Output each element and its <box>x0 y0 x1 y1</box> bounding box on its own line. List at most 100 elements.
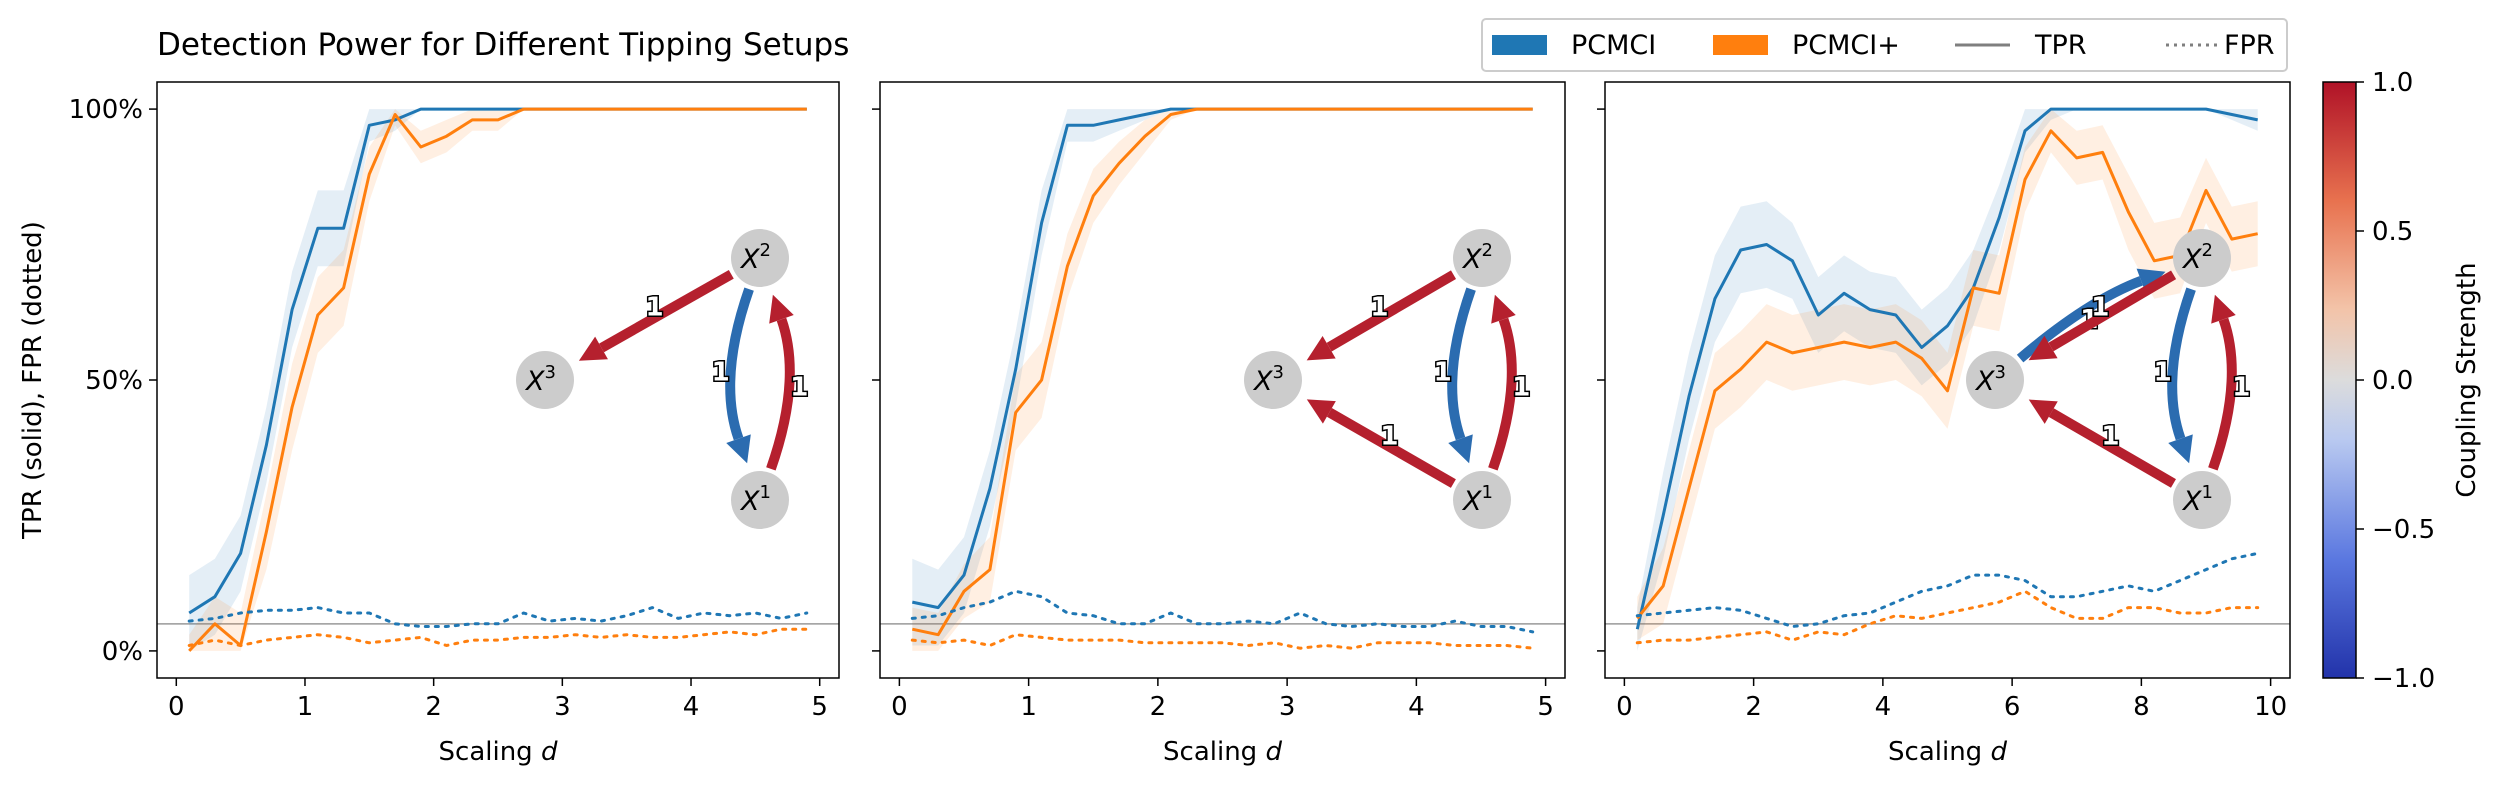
x-tick-label: 5 <box>811 692 828 722</box>
colorbar-tick-label: −0.5 <box>2372 515 2435 545</box>
y-tick-label: 100% <box>69 95 143 125</box>
edge-X2-X1 <box>1447 287 1476 441</box>
legend-swatch-pcmciplus <box>1713 35 1768 55</box>
x-tick-label: 3 <box>1279 692 1296 722</box>
edge-X2-X3 <box>2048 270 2177 352</box>
panel-2: 0 1 2 3 4 5 Scaling d 1 1 1 1 X3 X2 X1 <box>872 81 1566 767</box>
axes-frame <box>1604 81 2291 679</box>
series-line-pcmciplus-fpr <box>187 627 809 647</box>
confidence-band-pcmci <box>189 109 807 651</box>
legend-label-pcmci: PCMCI <box>1571 30 1656 61</box>
edge-label: 1 <box>2232 373 2250 403</box>
x-axis-label: Scaling d <box>1888 737 2007 767</box>
x-axis-label: Scaling d <box>1163 737 1282 767</box>
edge-X2-X1 <box>725 287 754 441</box>
edge-arrowhead <box>2168 434 2193 464</box>
y-tick-label: 50% <box>85 366 143 396</box>
series-line-pcmciplus-tpr <box>911 107 1533 637</box>
colorbar-tick-label: 0.0 <box>2372 366 2413 396</box>
x-tick-label: 4 <box>1875 692 1892 722</box>
edge-arrowhead <box>1491 294 1516 324</box>
node-X2 <box>1453 229 1511 287</box>
node-label: X3 <box>1252 362 1284 397</box>
x-tick-label: 1 <box>1020 692 1037 722</box>
node-label: X1 <box>739 482 771 517</box>
node-X2 <box>2173 229 2231 287</box>
colorbar-tick-label: −1.0 <box>2372 664 2435 694</box>
edge-arrowhead <box>769 294 794 324</box>
legend: PCMCI PCMCI+ TPR FPR <box>1481 18 2288 72</box>
edge-arrowhead <box>578 336 608 361</box>
x-tick-label: 10 <box>2254 692 2287 722</box>
x-tick-label: 1 <box>297 692 314 722</box>
edge-label: 1 <box>1512 373 1530 403</box>
edge-arrowhead <box>1448 434 1473 464</box>
colorbar-label: Coupling Strength <box>2452 262 2482 497</box>
x-tick-label: 2 <box>425 692 442 722</box>
axes-frame <box>156 81 840 679</box>
axes-frame <box>879 81 1566 679</box>
edge-label: 1 <box>1370 292 1388 322</box>
node-X3 <box>1244 351 1302 409</box>
legend-swatch-pcmci <box>1492 35 1547 55</box>
edge-arrowhead <box>1306 336 1336 361</box>
x-tick-label: 3 <box>554 692 571 722</box>
edge-arrowhead <box>726 434 751 464</box>
confidence-band-pcmciplus <box>912 109 1533 651</box>
node-X1 <box>1453 471 1511 529</box>
node-label: X3 <box>1974 362 2006 397</box>
edge-X1-X2 <box>2208 317 2237 471</box>
edge-X1-X3 <box>2048 408 2176 488</box>
node-label: X1 <box>1461 482 1493 517</box>
x-tick-label: 0 <box>891 692 908 722</box>
colorbar-tick-label: 0.5 <box>2372 217 2413 247</box>
edge-X3-X2 <box>2016 276 2143 363</box>
x-tick-label: 8 <box>2133 692 2150 722</box>
legend-label-tpr: TPR <box>2034 30 2087 61</box>
causal-graph: 1 1 1 X3 X2 X1 <box>516 229 810 529</box>
node-label: X3 <box>524 362 556 397</box>
x-tick-label: 2 <box>1150 692 1167 722</box>
edge-label: 1 <box>790 373 808 403</box>
x-tick-label: 0 <box>168 692 185 722</box>
edge-arrowhead <box>1306 399 1336 424</box>
x-tick-label: 2 <box>1745 692 1762 722</box>
edge-X1-X3 <box>1326 408 1456 488</box>
node-X2 <box>731 229 789 287</box>
edge-arrowhead <box>2028 399 2058 424</box>
x-tick-label: 4 <box>1408 692 1425 722</box>
edge-label: 1 <box>712 357 730 387</box>
colorbar-tick-label: 1.0 <box>2372 68 2413 98</box>
edge-X2-X1 <box>2167 287 2196 441</box>
node-X1 <box>731 471 789 529</box>
edge-X1-X2 <box>1488 317 1517 471</box>
confidence-band-pcmci <box>1637 109 2258 651</box>
x-tick-label: 4 <box>683 692 700 722</box>
y-tick-label: 0% <box>102 637 143 667</box>
chart-title: Detection Power for Different Tipping Se… <box>157 27 849 63</box>
series-line-pcmciplus-tpr <box>188 107 807 652</box>
series-line-pcmciplus-tpr <box>1636 129 2259 620</box>
series-line-pcmci-tpr <box>1635 107 2259 630</box>
colorbar-gradient <box>2322 81 2357 679</box>
colorbar: 1.0 0.5 0.0 −0.5 −1.0 Coupling Strength <box>2322 68 2482 694</box>
edge-arrowhead <box>2028 335 2058 361</box>
series-line-pcmci-fpr <box>1635 551 2260 628</box>
edge-label: 1 <box>2154 357 2172 387</box>
causal-graph: 1 1 1 1 X3 X2 X1 <box>1244 229 1532 529</box>
y-axis-label: TPR (solid), FPR (dotted) <box>18 221 48 540</box>
edge-label: 1 <box>2101 421 2119 451</box>
edge-X2-X3 <box>599 269 734 353</box>
node-X3 <box>1966 351 2024 409</box>
series-line-pcmciplus-fpr <box>910 633 1535 650</box>
x-tick-label: 5 <box>1537 692 1554 722</box>
node-X1 <box>2173 471 2231 529</box>
node-X3 <box>516 351 574 409</box>
node-label: X2 <box>2181 240 2213 275</box>
edge-X2-X3 <box>1326 270 1457 352</box>
x-tick-label: 6 <box>2004 692 2021 722</box>
